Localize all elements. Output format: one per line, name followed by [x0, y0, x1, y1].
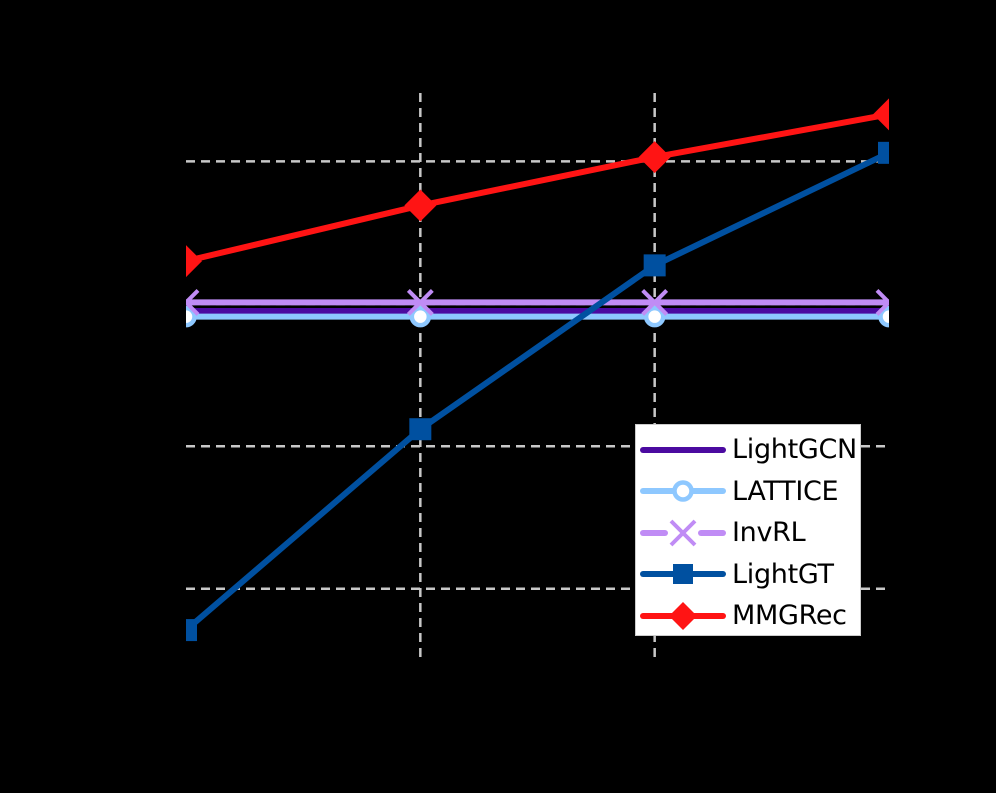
- diamond-marker-icon: [640, 601, 726, 630]
- series-lines: [186, 98, 889, 642]
- legend-label: LATTICE: [732, 475, 839, 507]
- legend-label: LightGCN: [732, 434, 857, 466]
- legend-item-lightgcn: LightGCN: [636, 429, 860, 471]
- circle-marker-icon: [878, 305, 889, 328]
- legend-item-invrl: InvRL: [636, 512, 860, 554]
- square-marker-icon: [409, 418, 432, 441]
- circle-marker-icon: [640, 480, 726, 502]
- legend-label: MMGRec: [732, 600, 847, 632]
- circle-marker-icon: [409, 305, 432, 328]
- diamond-marker-icon: [404, 189, 437, 222]
- diamond-marker-icon: [186, 245, 202, 278]
- series-mmgrec: [186, 98, 889, 278]
- circle-marker-icon: [186, 305, 197, 328]
- square-marker-icon: [186, 619, 197, 642]
- square-marker-icon: [878, 141, 889, 164]
- legend-label: LightGT: [732, 558, 834, 590]
- circle-marker-icon: [643, 305, 666, 328]
- square-marker-icon: [643, 254, 666, 277]
- diamond-marker-icon: [638, 141, 671, 174]
- x-marker-icon: [875, 289, 889, 306]
- x-marker-icon: [640, 519, 726, 547]
- series-invrl: [186, 289, 889, 316]
- x-marker-icon: [186, 299, 200, 316]
- series-lattice: [186, 305, 889, 328]
- line-swatch-icon: [640, 446, 726, 453]
- legend-item-lattice: LATTICE: [636, 471, 860, 513]
- legend-item-lightgt: LightGT: [636, 554, 860, 596]
- square-marker-icon: [640, 564, 726, 585]
- legend-label: InvRL: [732, 517, 806, 549]
- legend: LightGCN LATTICE InvRL LightGT MMGRec: [635, 424, 861, 636]
- series-lightgt: [186, 141, 889, 642]
- legend-item-mmgrec: MMGRec: [636, 595, 860, 637]
- diamond-marker-icon: [873, 98, 889, 131]
